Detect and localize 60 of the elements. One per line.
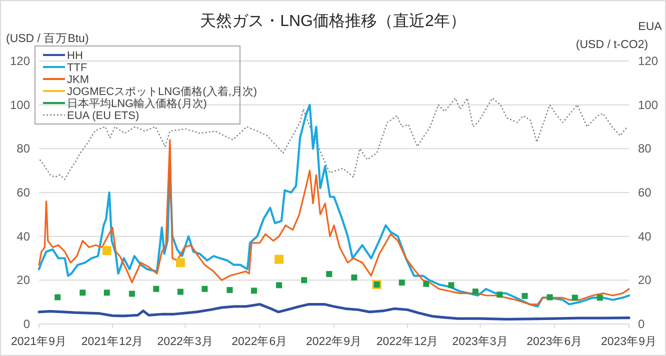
y2-tick-label: 100 xyxy=(638,98,658,112)
point xyxy=(423,280,430,287)
point xyxy=(448,282,454,288)
point xyxy=(596,294,603,301)
x-tick-label: 2021年12月 xyxy=(81,335,144,348)
point xyxy=(177,288,184,295)
y-tick-label: 60 xyxy=(16,186,30,200)
point xyxy=(496,292,503,298)
y2-tick-label: 60 xyxy=(638,186,652,200)
x-tick-label: 2023年9月 xyxy=(601,335,657,348)
y2-tick-label: 120 xyxy=(638,54,658,68)
y-tick-label: 80 xyxy=(16,142,30,156)
point xyxy=(276,282,282,288)
y2-tick-label: 20 xyxy=(638,273,652,288)
legend-label: TTF xyxy=(67,62,88,74)
line-series xyxy=(39,98,628,180)
point xyxy=(153,286,160,292)
x-tick-label: 2022年12月 xyxy=(376,335,439,348)
x-tick-label: 2023年6月 xyxy=(526,335,583,348)
point xyxy=(274,254,284,264)
y-tick-label: 20 xyxy=(16,273,30,288)
chart-title: 天然ガス・LNG価格推移（直近2年） xyxy=(200,12,466,30)
point xyxy=(572,294,578,301)
y-axis-title: (USD / 百万Btu) xyxy=(6,32,89,45)
x-tick-label: 2022年6月 xyxy=(232,335,288,348)
legend-label: JOGMECスポットLNG価格(入着,月次) xyxy=(67,85,258,98)
y-tick-label: 100 xyxy=(10,98,30,112)
legend-label: JKM xyxy=(67,74,89,86)
y-tick-label: 40 xyxy=(16,229,30,244)
point xyxy=(546,294,553,300)
point xyxy=(226,287,233,294)
legend-label: EUA (EU ETS) xyxy=(67,110,140,122)
y2-axis-title: EUA (USD / t-CO2) xyxy=(576,21,662,51)
y2-tick-label: 80 xyxy=(638,142,652,156)
y-tick-label: 120 xyxy=(10,54,30,68)
y2-tick-label: 40 xyxy=(638,229,652,244)
point xyxy=(351,274,358,281)
legend-label: 日本平均LNG輸入価格(月次) xyxy=(67,97,207,110)
point xyxy=(176,258,185,268)
point xyxy=(80,290,86,296)
point xyxy=(128,290,135,297)
point xyxy=(398,280,405,286)
point xyxy=(472,288,478,295)
line-series xyxy=(38,139,630,306)
point xyxy=(102,246,112,256)
x-tick-label: 2022年3月 xyxy=(157,335,214,348)
x-tick-label: 2023年3月 xyxy=(452,335,508,348)
point xyxy=(522,292,528,299)
y-tick-label: 0 xyxy=(23,317,30,331)
point xyxy=(250,288,257,294)
x-tick-label: 2022年9月 xyxy=(306,335,362,348)
point xyxy=(301,277,308,284)
point xyxy=(54,294,61,300)
x-tick-label: 2021年9月 xyxy=(11,335,67,348)
line-series xyxy=(38,302,630,320)
point xyxy=(326,271,332,278)
point xyxy=(104,290,110,296)
point xyxy=(202,286,208,292)
y2-tick-label: 0 xyxy=(638,317,645,331)
legend-label: HH xyxy=(67,50,83,62)
